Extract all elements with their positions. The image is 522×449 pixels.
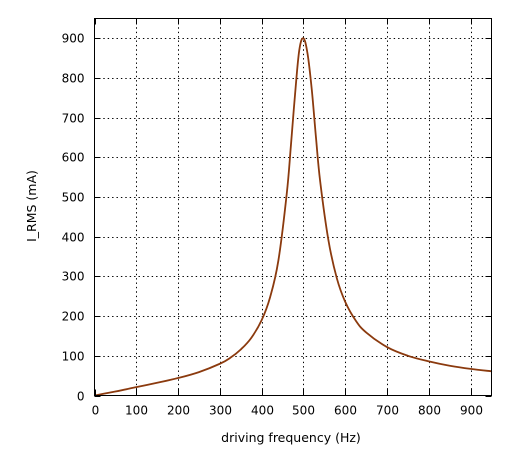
data-point bbox=[219, 363, 221, 365]
data-point bbox=[336, 277, 338, 280]
data-point bbox=[355, 319, 357, 322]
x-tick-label: 0 bbox=[92, 404, 100, 418]
data-point bbox=[229, 357, 231, 359]
data-point bbox=[449, 365, 451, 367]
y-tick-label: 100 bbox=[62, 350, 85, 364]
data-point bbox=[198, 371, 200, 373]
data-point bbox=[344, 301, 346, 303]
data-point bbox=[319, 180, 321, 182]
data-point bbox=[428, 360, 430, 362]
plot-frame bbox=[94, 18, 492, 396]
y-tick-label: 400 bbox=[62, 231, 85, 245]
data-point bbox=[114, 390, 116, 393]
x-tick-label: 300 bbox=[209, 404, 232, 418]
x-axis-title: driving frequency (Hz) bbox=[221, 430, 361, 445]
y-tick-label: 200 bbox=[62, 310, 85, 324]
data-point bbox=[135, 386, 137, 388]
x-tick-label: 100 bbox=[125, 404, 148, 418]
y-tick-label: 700 bbox=[62, 112, 85, 126]
grid-layer bbox=[94, 18, 492, 396]
x-tick-label: 900 bbox=[460, 404, 483, 418]
x-tick-label: 700 bbox=[376, 404, 399, 418]
y-tick-label: 500 bbox=[62, 191, 85, 205]
y-tick-label: 900 bbox=[62, 32, 85, 46]
data-point bbox=[277, 259, 279, 262]
x-tick-label: 400 bbox=[251, 404, 274, 418]
x-tick-label: 800 bbox=[418, 404, 441, 418]
data-point bbox=[386, 346, 388, 348]
tick-layer: 0 100 200 300 400 500 600 700 800 900 0 100 200 300 40… bbox=[62, 18, 492, 418]
data-point bbox=[307, 53, 309, 55]
y-axis-title: I_RMS (mA) bbox=[24, 170, 39, 242]
data-point bbox=[327, 240, 330, 242]
data-point bbox=[177, 377, 179, 379]
data-point bbox=[365, 331, 367, 333]
x-tick-label: 200 bbox=[167, 404, 190, 418]
data-point bbox=[269, 296, 271, 299]
y-tick-label: 800 bbox=[62, 72, 85, 86]
data-point bbox=[407, 355, 409, 357]
data-point bbox=[156, 382, 158, 384]
x-tick-label: 600 bbox=[334, 404, 357, 418]
data-point bbox=[315, 136, 317, 139]
data-point bbox=[311, 89, 313, 91]
data-point bbox=[250, 337, 252, 339]
data-point bbox=[290, 144, 292, 147]
data-point bbox=[302, 37, 305, 39]
series-layer bbox=[93, 37, 493, 397]
y-tick-label: 0 bbox=[77, 390, 85, 404]
x-tick-label: 500 bbox=[292, 404, 315, 418]
y-tick-label: 300 bbox=[62, 270, 85, 284]
series-line bbox=[94, 37, 492, 397]
data-point bbox=[470, 368, 472, 370]
data-point bbox=[294, 93, 296, 95]
y-tick-label: 600 bbox=[62, 151, 85, 165]
data-point bbox=[240, 348, 242, 351]
data-point bbox=[286, 193, 288, 195]
data-point bbox=[298, 49, 300, 51]
data-point bbox=[261, 319, 263, 321]
